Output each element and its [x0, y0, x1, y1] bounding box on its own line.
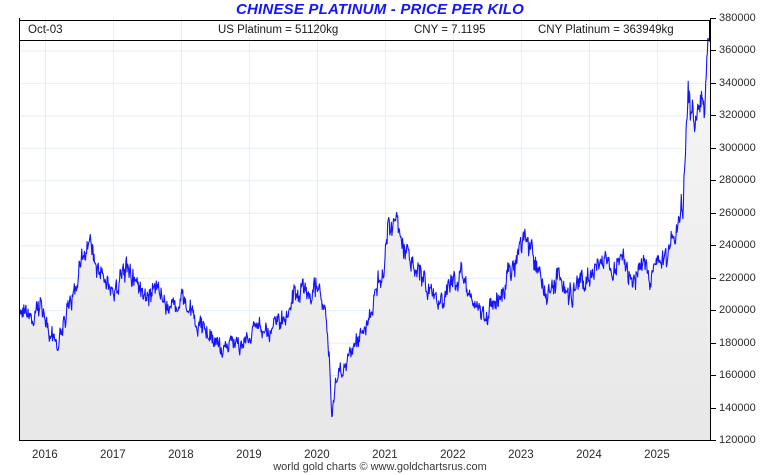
- plot-area: [19, 18, 710, 440]
- y-axis-tick-label: 260000: [719, 206, 756, 219]
- y-axis-tick-label: 220000: [719, 271, 756, 284]
- y-axis-tick-label: 320000: [719, 109, 756, 122]
- x-axis-tick-label: 2025: [644, 449, 670, 461]
- x-axis-tick-label: 2019: [236, 449, 262, 461]
- cny-platinum-label: CNY Platinum = 363949kg: [538, 24, 674, 36]
- price-area-fill: [19, 33, 710, 440]
- x-axis-tick-label: 2024: [576, 449, 602, 461]
- x-axis-tick-label: 2021: [372, 449, 398, 461]
- y-axis-tick-mark: [711, 83, 716, 84]
- page-title-text: CHINESE PLATINUM - PRICE PER KILO: [235, 1, 524, 19]
- y-axis-tick-label: 340000: [719, 76, 756, 89]
- x-axis-tick-label: 2023: [508, 449, 534, 461]
- y-axis-tick-label: 240000: [719, 239, 756, 252]
- cny-rate-label: CNY = 7.1195: [414, 24, 486, 36]
- y-axis-tick-mark: [711, 408, 716, 409]
- x-axis-spine: [19, 440, 711, 441]
- us-platinum-label: US Platinum = 51120kg: [218, 24, 339, 36]
- y-axis-tick-mark: [711, 18, 716, 19]
- y-axis-tick-mark: [711, 375, 716, 376]
- y-axis-tick-mark: [711, 310, 716, 311]
- x-axis-tick-label: 2016: [32, 449, 58, 461]
- y-axis-tick-mark: [711, 180, 716, 181]
- y-axis-tick-label: 200000: [719, 304, 756, 317]
- y-axis-tick-mark: [711, 278, 716, 279]
- y-axis-tick-mark: [711, 213, 716, 214]
- y-axis-tick-mark: [711, 50, 716, 51]
- y-axis-tick-label: 140000: [719, 401, 756, 414]
- y-axis-tick-label: 280000: [719, 174, 756, 187]
- y-axis-tick-label: 360000: [719, 44, 756, 57]
- price-chart-svg: [19, 18, 710, 440]
- x-axis-tick-label: 2020: [304, 449, 330, 461]
- footer-credit: world gold charts © www.goldchartsrus.co…: [273, 461, 487, 473]
- page-title: CHINESE PLATINUM - PRICE PER KILO: [0, 1, 760, 19]
- x-axis-tick-label: 2022: [440, 449, 466, 461]
- y-axis-tick-mark: [711, 245, 716, 246]
- y-axis-right-spine: [710, 18, 711, 441]
- y-axis-tick-mark: [711, 343, 716, 344]
- price-line: [19, 32, 710, 418]
- y-axis-tick-label: 380000: [719, 12, 756, 24]
- x-axis-tick-label: 2018: [168, 449, 194, 461]
- y-axis-tick-mark: [711, 115, 716, 116]
- y-axis-left-spine: [19, 18, 20, 441]
- info-strip: Oct-03 US Platinum = 51120kg CNY = 7.119…: [19, 20, 710, 41]
- y-axis-tick-mark: [711, 148, 716, 149]
- y-axis-tick-label: 120000: [719, 434, 756, 446]
- y-axis-tick-label: 300000: [719, 141, 756, 154]
- date-label: Oct-03: [28, 24, 63, 36]
- x-axis-tick-label: 2017: [100, 449, 126, 461]
- y-axis-tick-label: 180000: [719, 336, 756, 349]
- y-axis-tick-mark: [711, 440, 716, 441]
- y-axis-tick-label: 160000: [719, 369, 756, 382]
